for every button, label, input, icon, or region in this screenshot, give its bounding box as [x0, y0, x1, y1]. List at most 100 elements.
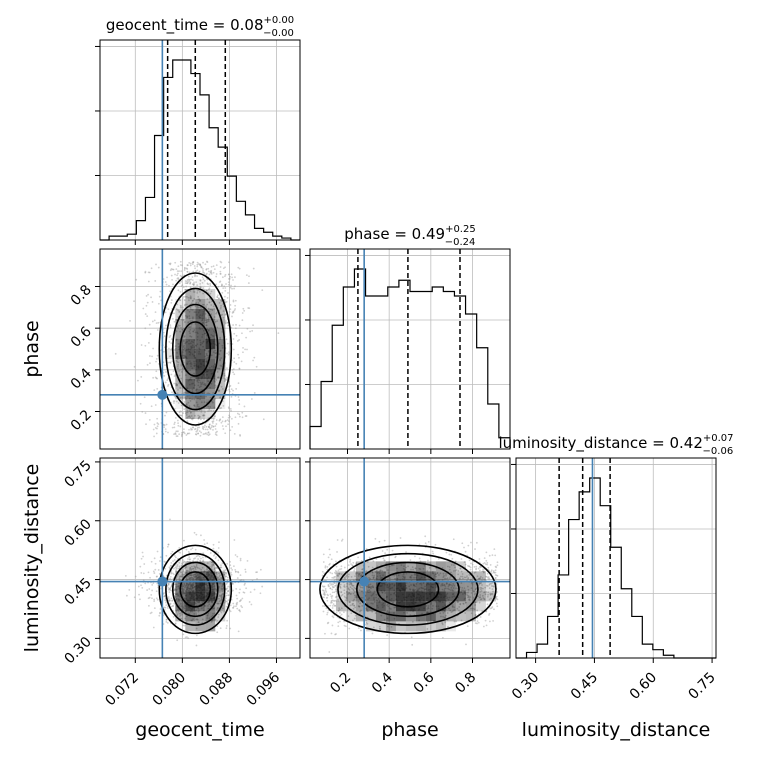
sample-point: [219, 266, 222, 268]
density-cell: [335, 581, 346, 592]
sample-point: [418, 567, 421, 570]
sample-point: [207, 392, 210, 395]
sample-point: [185, 267, 188, 270]
sample-point: [489, 582, 491, 585]
sample-point: [367, 565, 370, 568]
sample-point: [331, 601, 333, 604]
sample-point: [156, 598, 159, 601]
sample-point: [224, 301, 227, 304]
sample-point: [473, 565, 476, 568]
sample-point: [277, 332, 280, 335]
sample-point: [175, 330, 178, 333]
sample-point: [482, 562, 485, 565]
sample-point: [337, 609, 340, 612]
sample-point: [481, 587, 484, 590]
sample-point: [189, 558, 191, 561]
sample-point: [459, 578, 461, 580]
sample-point: [140, 376, 143, 378]
sample-point: [150, 560, 153, 563]
sample-point: [190, 574, 193, 577]
sample-point: [445, 572, 448, 575]
sample-point: [168, 284, 170, 287]
density-cell: [375, 601, 386, 612]
sample-point: [390, 625, 393, 628]
sample-point: [325, 591, 328, 593]
sample-point: [352, 592, 355, 595]
sample-point: [166, 276, 168, 279]
sample-point: [204, 432, 206, 435]
sample-point: [394, 577, 396, 580]
sample-point: [202, 560, 204, 563]
sample-point: [184, 566, 187, 569]
sample-point: [189, 297, 192, 300]
sample-point: [221, 590, 224, 593]
sample-point: [184, 315, 187, 317]
sample-point: [174, 622, 177, 625]
sample-point: [261, 289, 264, 292]
density-cell: [435, 581, 446, 592]
sample-point: [148, 596, 151, 599]
sample-point: [262, 418, 265, 421]
sample-point: [235, 570, 237, 573]
sample-point: [483, 598, 486, 600]
sample-point: [169, 603, 172, 606]
sample-point: [224, 378, 226, 381]
sample-point: [365, 619, 368, 622]
sample-point: [378, 540, 381, 543]
sample-point: [155, 322, 158, 324]
sample-point: [140, 572, 143, 574]
sample-point: [174, 623, 177, 625]
sample-point: [191, 576, 194, 579]
sample-point: [210, 313, 213, 316]
sample-point: [337, 573, 339, 575]
sample-point: [205, 305, 207, 308]
sample-point: [196, 426, 199, 429]
sample-point: [229, 384, 232, 387]
sample-point: [191, 279, 194, 282]
sample-point: [181, 371, 183, 373]
sample-point: [169, 518, 171, 521]
sample-point: [224, 287, 227, 289]
sample-point: [190, 335, 193, 338]
sample-point: [191, 565, 193, 568]
sample-point: [350, 575, 353, 578]
sample-point: [326, 566, 329, 568]
sample-point: [261, 585, 264, 588]
sample-point: [411, 643, 414, 646]
sample-point: [207, 307, 210, 310]
sample-point: [236, 597, 239, 600]
sample-point: [428, 566, 431, 569]
sample-point: [222, 587, 225, 590]
sample-point: [174, 556, 177, 559]
sample-point: [168, 599, 171, 602]
sample-point: [327, 594, 330, 597]
sample-point: [357, 627, 360, 630]
sample-point: [457, 569, 460, 572]
sample-point: [186, 578, 189, 581]
sample-point: [478, 601, 481, 604]
sample-point: [188, 428, 190, 431]
sample-point: [202, 269, 204, 272]
sample-point: [228, 407, 230, 410]
sample-point: [375, 558, 378, 560]
sample-point: [188, 415, 190, 418]
sample-point: [490, 569, 493, 572]
sample-point: [446, 612, 449, 614]
sample-point: [450, 564, 453, 566]
sample-point: [198, 300, 201, 302]
sample-point: [202, 287, 205, 289]
sample-point: [170, 552, 173, 555]
sample-point: [174, 588, 177, 591]
sample-point: [353, 594, 356, 597]
sample-point: [229, 610, 232, 613]
sample-point: [372, 577, 375, 579]
sample-point: [175, 579, 178, 581]
sample-point: [188, 570, 191, 573]
sample-point: [393, 574, 396, 577]
sample-point: [223, 285, 226, 288]
sample-point: [448, 553, 451, 556]
sample-point: [167, 543, 170, 546]
sample-point: [176, 430, 179, 433]
sample-point: [338, 585, 341, 588]
sample-point: [173, 559, 176, 561]
